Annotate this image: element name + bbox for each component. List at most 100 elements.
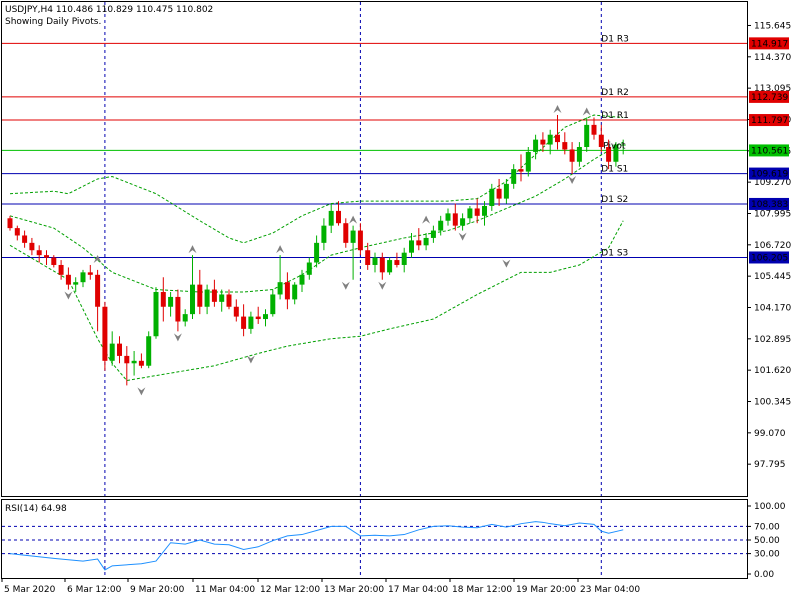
candle-bull (190, 284, 195, 315)
main-pane[interactable] (1, 1, 748, 497)
candle-bear (175, 296, 181, 322)
candle-bear (343, 223, 349, 243)
symbol-info: USDJPY,H4 110.486 110.829 110.475 110.80… (5, 5, 213, 15)
fractal-down-icon (458, 232, 467, 241)
candle-bear (226, 294, 232, 307)
candle-bull (409, 240, 414, 253)
x-tick-label: 17 Mar 04:00 (388, 585, 448, 595)
y-tick-label: 113.095 (754, 84, 791, 94)
candle-bear (394, 260, 400, 265)
rsi-title: RSI(14) 64.98 (5, 504, 67, 514)
band-upper (9, 114, 624, 244)
time-axis: 5 Mar 2020 6 Mar 12:00 9 Mar 20:00 11 Mar 0… (1, 578, 640, 595)
candle-bull (613, 144, 619, 162)
rsi-y-tick-label: 0.00 (754, 570, 774, 580)
fractal-down-icon (568, 176, 577, 185)
price-tag-label: 106.205 (751, 253, 788, 263)
candle-bear (29, 242, 35, 251)
candle-bear (452, 213, 458, 226)
candle-bear (7, 218, 13, 229)
candle-bear (365, 250, 371, 265)
price-tag (749, 37, 789, 50)
x-tick-label: 18 Mar 12:00 (452, 585, 512, 595)
candle-bear (241, 316, 247, 329)
candle-bear (87, 272, 93, 275)
period-separators (104, 2, 602, 578)
candle-bull (314, 242, 320, 263)
fractal-down-icon (246, 355, 255, 364)
y-tick-label: 114.370 (754, 53, 791, 63)
rsi-y-tick-label: 50.00 (754, 536, 780, 546)
price-tag-label: 112.739 (751, 93, 788, 103)
candle-bull (576, 147, 582, 162)
candle-bull (270, 294, 276, 315)
fractal-up-icon (349, 215, 358, 224)
x-tick-label: 6 Mar 12:00 (67, 585, 122, 595)
candle-bear (65, 274, 71, 285)
candle-bull (620, 144, 626, 146)
price-tag (749, 144, 789, 157)
candle-bear (117, 343, 122, 356)
candle-bull (372, 257, 378, 265)
indicator-note: Showing Daily Pivots. (5, 17, 101, 27)
candle-bear (160, 292, 166, 307)
candle-bear (124, 355, 130, 364)
candle-bull (109, 343, 115, 361)
fractal-down-icon (502, 259, 511, 268)
y-tick-label: 109.270 (754, 178, 791, 188)
candle-bull (80, 272, 86, 283)
candle-bull (423, 237, 429, 246)
fractal-down-icon (137, 387, 146, 396)
candle-bear (562, 142, 568, 150)
rsi-y-tick-label: 30.00 (754, 550, 780, 560)
candle-bear (606, 147, 612, 162)
candle-bear (379, 257, 385, 273)
candlesticks (7, 115, 626, 386)
price-tag (749, 90, 789, 103)
candle-bull (321, 225, 327, 243)
price-tag (749, 251, 789, 264)
candle-bull (219, 294, 225, 302)
candle-bear (598, 134, 604, 148)
candle-bull (73, 282, 79, 285)
candle-bear (51, 257, 57, 265)
candle-bull (131, 360, 137, 364)
fractal-markers (64, 105, 591, 396)
pivot-labels: D1 R3 D1 R2 D1 R1 Pivot D1 S1 D1 S2 D1 S3 (601, 34, 629, 258)
rsi-line (9, 521, 624, 571)
candle-bear (496, 188, 502, 199)
candle-bull (292, 284, 298, 300)
candle-bear (569, 149, 575, 162)
y-tick-label: 107.995 (754, 209, 791, 219)
pivot-label: D1 S2 (601, 195, 628, 205)
x-tick-label: 5 Mar 2020 (4, 585, 56, 595)
pivot-label: D1 R1 (601, 111, 629, 121)
candle-bull (525, 151, 531, 172)
band-middle (9, 141, 624, 293)
fractal-up-icon (422, 215, 431, 224)
price-tag-label: 108.383 (751, 200, 788, 210)
fractal-down-icon (64, 291, 73, 300)
price-tag (749, 114, 789, 127)
rsi-pane[interactable] (1, 499, 748, 579)
fractal-up-icon (553, 105, 562, 114)
pivot-lines (2, 42, 747, 258)
candle-bull (277, 282, 283, 295)
candle-bear (255, 316, 261, 320)
candle-bull (460, 218, 466, 226)
x-tick-label: 9 Mar 20:00 (130, 585, 185, 595)
price-tag-label: 111.797 (751, 116, 788, 126)
rsi-indicator (2, 521, 747, 571)
x-tick-label: 13 Mar 20:00 (324, 585, 384, 595)
candle-bull (430, 230, 436, 238)
candle-bear (44, 255, 49, 258)
candle-bull (547, 134, 553, 145)
pivot-label: Pivot (603, 141, 626, 151)
price-axis: 115.645114.370113.095111.820110.545109.2… (747, 21, 791, 470)
candle-bull (401, 252, 407, 265)
candle-bull (467, 208, 473, 219)
candle-bear (474, 208, 480, 216)
candle-bull (204, 289, 210, 307)
candle-bull (482, 205, 487, 216)
